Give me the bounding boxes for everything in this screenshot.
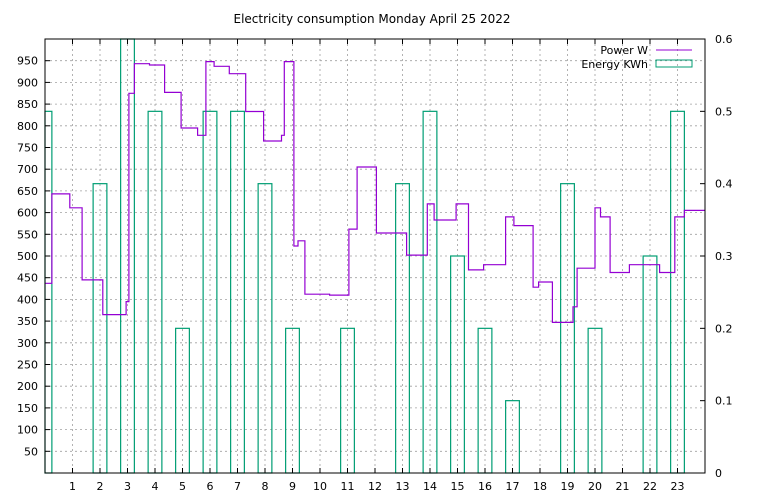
- y-right-tick-label: 0.1: [715, 395, 733, 408]
- x-tick-label: 18: [533, 480, 547, 493]
- y-right-tick-label: 0.6: [715, 33, 733, 46]
- x-tick-label: 23: [671, 480, 685, 493]
- x-tick-label: 8: [262, 480, 269, 493]
- x-tick-label: 12: [368, 480, 382, 493]
- y-left-tick-label: 850: [17, 98, 38, 111]
- y-left-tick-label: 300: [17, 337, 38, 350]
- y-left-tick-label: 700: [17, 163, 38, 176]
- x-tick-label: 2: [97, 480, 104, 493]
- chart-title: Electricity consumption Monday April 25 …: [234, 12, 511, 26]
- y-left-tick-label: 900: [17, 76, 38, 89]
- y-left-tick-label: 150: [17, 402, 38, 415]
- y-left-tick-label: 500: [17, 250, 38, 263]
- x-tick-label: 9: [289, 480, 296, 493]
- x-tick-label: 14: [423, 480, 437, 493]
- y-left-tick-label: 100: [17, 424, 38, 437]
- x-tick-label: 1: [69, 480, 76, 493]
- y-left-tick-label: 400: [17, 293, 38, 306]
- x-tick-label: 19: [561, 480, 575, 493]
- power-line-layer: [45, 61, 705, 323]
- x-tick-label: 11: [341, 480, 355, 493]
- x-tick-label: 3: [124, 480, 131, 493]
- y-left-tick-label: 650: [17, 185, 38, 198]
- y-right-tick-label: 0.2: [715, 322, 733, 335]
- x-tick-label: 17: [506, 480, 520, 493]
- y-left-tick-label: 200: [17, 380, 38, 393]
- y-left-tick-label: 950: [17, 55, 38, 68]
- x-tick-label: 5: [179, 480, 186, 493]
- y-right-tick-label: 0: [715, 467, 722, 480]
- grid: [45, 39, 705, 473]
- y-left-tick-label: 50: [24, 445, 38, 458]
- y-left-tick-label: 250: [17, 359, 38, 372]
- x-tick-label: 22: [643, 480, 657, 493]
- energy-bar: [505, 400, 520, 474]
- x-tick-label: 10: [313, 480, 327, 493]
- y-left-tick-label: 350: [17, 315, 38, 328]
- y-right-tick-label: 0.5: [715, 105, 733, 118]
- legend-energy-swatch: [655, 59, 693, 68]
- x-tick-label: 20: [588, 480, 602, 493]
- x-tick-label: 13: [396, 480, 410, 493]
- axes: 1 2 3 4 5 6 7 8 9 10 11 12 13 14 15 16 17 18 19 20 21 22 23501…: [17, 33, 733, 493]
- power-line: [45, 61, 705, 323]
- x-tick-label: 15: [451, 480, 465, 493]
- y-left-tick-label: 750: [17, 142, 38, 155]
- x-tick-label: 4: [152, 480, 159, 493]
- legend: Power W Energy KWh: [581, 44, 693, 71]
- x-tick-label: 16: [478, 480, 492, 493]
- y-left-tick-label: 450: [17, 272, 38, 285]
- y-left-tick-label: 800: [17, 120, 38, 133]
- x-tick-label: 7: [234, 480, 241, 493]
- y-left-tick-label: 550: [17, 228, 38, 241]
- legend-power-label: Power W: [600, 44, 648, 57]
- y-left-tick-label: 600: [17, 207, 38, 220]
- x-tick-label: 6: [207, 480, 214, 493]
- y-right-tick-label: 0.3: [715, 250, 733, 263]
- y-right-tick-label: 0.4: [715, 178, 733, 191]
- x-tick-label: 21: [616, 480, 630, 493]
- legend-energy-label: Energy KWh: [581, 58, 648, 71]
- energy-bar: [44, 110, 53, 474]
